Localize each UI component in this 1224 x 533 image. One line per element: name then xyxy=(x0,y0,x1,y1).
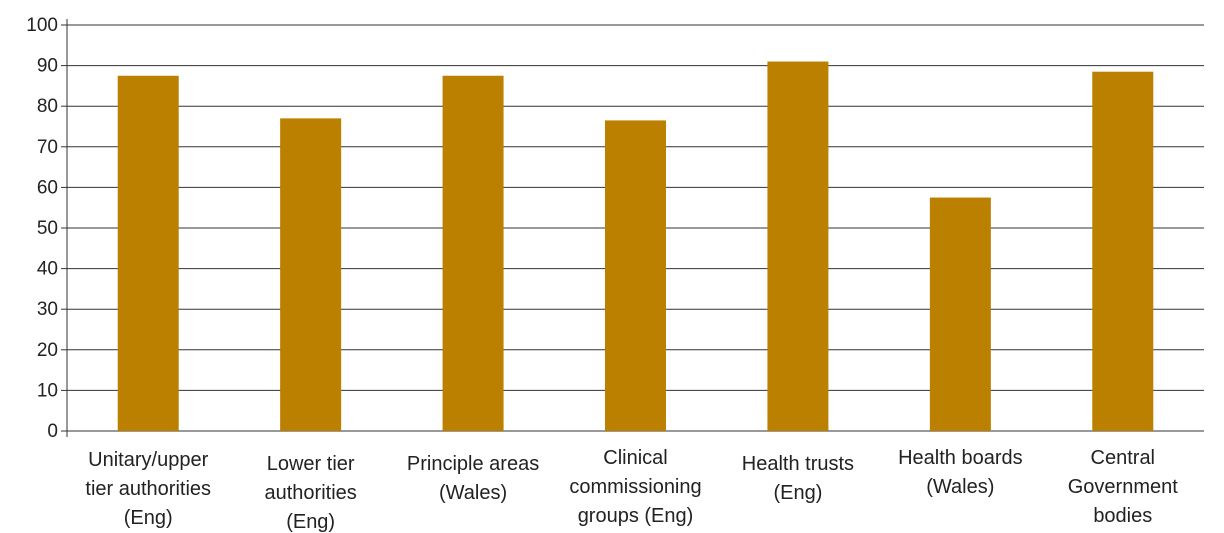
x-category-label: Clinical commissioning groups (Eng) xyxy=(569,447,701,527)
y-tick-label: 90 xyxy=(37,56,58,77)
x-category-label: Principle areas (Wales) xyxy=(407,453,539,504)
category-labels: Unitary/upper tier authorities (Eng) Lower … xyxy=(85,447,1178,533)
x-category-label: Lower tier authorities (Eng) xyxy=(265,453,357,533)
bar xyxy=(767,61,829,431)
x-category-label: Health boards (Wales) xyxy=(898,447,1023,498)
bar xyxy=(117,75,179,431)
y-tick-label: 20 xyxy=(37,340,58,361)
y-tick-label: 50 xyxy=(37,218,58,239)
bars xyxy=(117,61,1154,431)
bar xyxy=(442,75,504,431)
y-tick-label: 80 xyxy=(37,96,58,117)
y-tick-label: 30 xyxy=(37,299,58,320)
y-tick-label: 100 xyxy=(26,15,58,36)
y-tick-label: 70 xyxy=(37,137,58,158)
x-category-label: Health trusts (Eng) xyxy=(742,453,854,504)
x-category-label: Central Government bodies xyxy=(1068,447,1178,527)
y-tick-label: 40 xyxy=(37,259,58,280)
bar xyxy=(605,120,666,431)
bar xyxy=(929,197,991,431)
y-axis: 0 10 20 30 40 50 60 70 80 90 100 xyxy=(26,15,68,442)
bar xyxy=(280,118,342,431)
x-category-label: Unitary/upper tier authorities (Eng) xyxy=(85,449,211,529)
bar xyxy=(1092,71,1154,431)
y-tick-label: 0 xyxy=(47,421,58,442)
y-tick-label: 60 xyxy=(37,177,58,198)
y-tick-label: 10 xyxy=(37,380,58,401)
